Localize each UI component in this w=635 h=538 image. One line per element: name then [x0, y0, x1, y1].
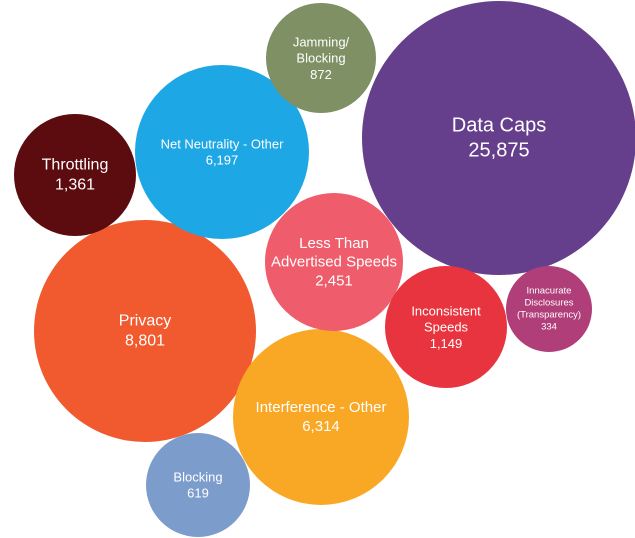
bubble-data-caps: Data Caps 25,875	[362, 1, 635, 275]
bubble-label-jamming-blocking: Jamming/	[293, 34, 350, 49]
bubble-value-jamming-blocking: 872	[310, 67, 332, 82]
bubble-interference-other: Interference - Other 6,314	[233, 329, 409, 505]
bubble-label-jamming-blocking: Blocking	[296, 51, 345, 66]
bubble-label-throttling: Throttling	[42, 157, 109, 174]
bubble-circle-throttling	[14, 114, 136, 236]
bubble-label-innacurate-disclosures-transparency: Disclosures	[524, 298, 573, 309]
bubble-value-interference-other: 6,314	[302, 418, 340, 435]
bubble-label-less-than-advertised-speeds: Less Than	[299, 235, 369, 252]
bubble-label-blocking: Blocking	[173, 469, 222, 484]
bubble-value-blocking: 619	[187, 486, 209, 501]
bubble-value-less-than-advertised-speeds: 2,451	[315, 272, 353, 289]
bubble-label-interference-other: Interference - Other	[256, 399, 387, 416]
bubble-circle-jamming-blocking	[266, 3, 376, 113]
bubble-value-inconsistent-speeds: 1,149	[430, 336, 463, 351]
bubble-label-net-neutrality-other: Net Neutrality - Other	[161, 136, 284, 151]
bubble-circle-innacurate-disclosures-transparency	[506, 266, 592, 352]
bubble-throttling: Throttling 1,361	[14, 114, 136, 236]
bubble-label-inconsistent-speeds: Inconsistent	[411, 303, 481, 318]
bubble-circle-less-than-advertised-speeds	[265, 193, 403, 331]
bubble-circle-net-neutrality-other	[135, 65, 309, 239]
bubble-label-inconsistent-speeds: Speeds	[424, 320, 469, 335]
bubble-net-neutrality-other: Net Neutrality - Other 6,197	[135, 65, 309, 239]
bubble-value-innacurate-disclosures-transparency: 334	[541, 321, 557, 332]
bubble-circle-data-caps	[362, 1, 635, 275]
bubble-privacy: Privacy 8,801	[34, 220, 256, 442]
bubble-value-net-neutrality-other: 6,197	[206, 153, 239, 168]
bubble-circle-interference-other	[233, 329, 409, 505]
bubble-label-privacy: Privacy	[119, 313, 171, 330]
bubble-label-innacurate-disclosures-transparency: (Transparency)	[517, 309, 581, 320]
bubble-value-throttling: 1,361	[55, 177, 95, 194]
bubble-label-less-than-advertised-speeds: Advertised Speeds	[271, 254, 397, 271]
bubble-circle-privacy	[34, 220, 256, 442]
bubble-circle-inconsistent-speeds	[385, 266, 507, 388]
bubble-circle-blocking	[146, 433, 250, 537]
bubble-label-data-caps: Data Caps	[452, 115, 547, 137]
bubble-value-data-caps: 25,875	[468, 140, 529, 162]
bubble-blocking: Blocking 619	[146, 433, 250, 537]
bubble-value-privacy: 8,801	[125, 333, 165, 350]
bubble-label-innacurate-disclosures-transparency: Innacurate	[527, 286, 572, 297]
